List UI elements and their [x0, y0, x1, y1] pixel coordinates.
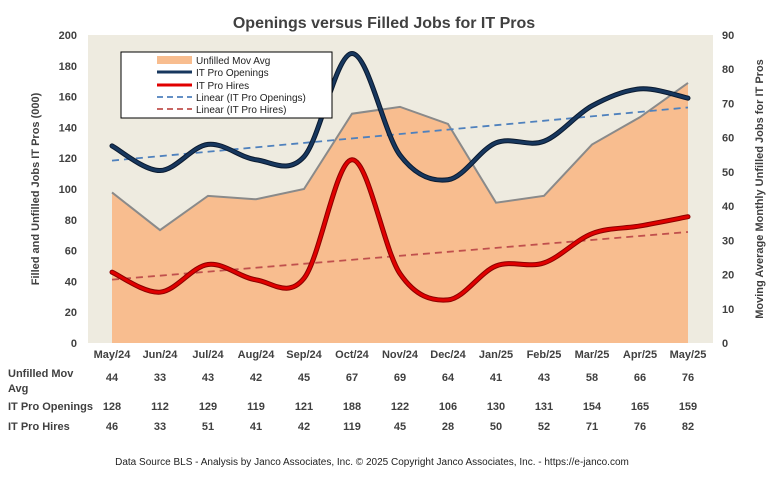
- table-cell-1-3: 119: [247, 401, 265, 413]
- table-cell-0-10: 58: [586, 372, 598, 384]
- y-left-tick-200: 200: [59, 30, 77, 42]
- table-cell-1-1: 112: [151, 401, 169, 413]
- table-cell-1-7: 106: [439, 401, 457, 413]
- y-right-tick-30: 30: [722, 235, 734, 247]
- x-tick-Jul-24: Jul/24: [192, 349, 224, 361]
- source-note: Data Source BLS - Analysis by Janco Asso…: [115, 457, 629, 468]
- legend-label-linear-openings: Linear (IT Pro Openings): [196, 93, 306, 104]
- table-cell-2-9: 52: [538, 421, 550, 433]
- table-cell-2-10: 71: [586, 421, 598, 433]
- y-left-tick-120: 120: [59, 153, 77, 165]
- table-cell-0-4: 45: [298, 372, 310, 384]
- table-cell-0-5: 67: [346, 372, 358, 384]
- x-tick-Mar-25: Mar/25: [575, 349, 610, 361]
- table-cell-0-9: 43: [538, 372, 550, 384]
- table-cell-1-2: 129: [199, 401, 217, 413]
- table-cell-0-12: 76: [682, 372, 694, 384]
- y-axis-left-label: Filled and Unfilled Jobs IT Pros (000): [30, 92, 42, 285]
- legend-label-hires: IT Pro Hires: [196, 81, 249, 92]
- table-cell-2-12: 82: [682, 421, 694, 433]
- y-axis-right-label: Moving Average Monthly Unfilled Jobs for…: [754, 59, 766, 319]
- x-tick-Jun-24: Jun/24: [143, 349, 179, 361]
- data-table: Unfilled Mov Avg 44 33 43 42 45 67 69 64 41 43 58 66 7…: [8, 368, 697, 433]
- table-cell-2-7: 28: [442, 421, 454, 433]
- y-right-tick-50: 50: [722, 167, 734, 179]
- y-right-tick-70: 70: [722, 98, 734, 110]
- table-cell-0-6: 69: [394, 372, 406, 384]
- legend-swatch-unfilled: [157, 56, 192, 64]
- y-left-tick-0: 0: [71, 338, 77, 350]
- line-hires: [110, 158, 690, 302]
- axis-layer: 0 20 40 60 80 100 120 140 160 180 200 0 10 20 30 40 50 60…: [59, 30, 735, 361]
- legend-label-linear-hires: Linear (IT Pro Hires): [196, 105, 286, 116]
- line-layer: [109, 50, 691, 303]
- chart-title: Openings versus Filled Jobs for IT Pros: [233, 15, 535, 32]
- table-cell-2-5: 119: [343, 421, 361, 433]
- legend-label-openings: IT Pro Openings: [196, 68, 269, 79]
- table-cell-0-3: 42: [250, 372, 262, 384]
- y-left-tick-140: 140: [59, 122, 77, 134]
- trendline-openings: [111, 106, 689, 162]
- x-tick-Nov-24: Nov/24: [382, 349, 419, 361]
- table-cell-1-11: 165: [631, 401, 649, 413]
- table-cell-1-12: 159: [679, 401, 697, 413]
- x-tick-May-24: May/24: [94, 349, 132, 361]
- table-row-label-0-0: Unfilled Mov: [8, 368, 74, 380]
- y-left-tick-40: 40: [65, 276, 77, 288]
- legend-box: [120, 51, 333, 119]
- table-cell-2-2: 51: [202, 421, 214, 433]
- table-cell-1-6: 122: [391, 401, 409, 413]
- x-tick-Sep-24: Sep/24: [286, 349, 322, 361]
- table-cell-0-1: 33: [154, 372, 166, 384]
- y-left-tick-20: 20: [65, 307, 77, 319]
- table-cell-0-2: 43: [202, 372, 214, 384]
- table-cell-0-7: 64: [442, 372, 455, 384]
- x-tick-Feb-25: Feb/25: [527, 349, 562, 361]
- x-tick-Oct-24: Oct/24: [335, 349, 370, 361]
- y-left-tick-100: 100: [59, 184, 77, 196]
- table-row-label-2: IT Pro Hires: [8, 421, 70, 433]
- table-cell-1-8: 130: [487, 401, 505, 413]
- trendline-hires: [111, 231, 689, 281]
- table-row-label-1: IT Pro Openings: [8, 401, 93, 413]
- table-cell-2-1: 33: [154, 421, 166, 433]
- x-tick-Jan-25: Jan/25: [479, 349, 513, 361]
- x-tick-Apr-25: Apr/25: [623, 349, 657, 361]
- y-right-tick-20: 20: [722, 270, 734, 282]
- table-cell-1-9: 131: [535, 401, 553, 413]
- table-cell-1-0: 128: [103, 401, 121, 413]
- y-right-tick-10: 10: [722, 304, 734, 316]
- x-tick-May-25: May/25: [670, 349, 707, 361]
- legend-label-unfilled: Unfilled Mov Avg: [196, 56, 270, 67]
- table-cell-2-8: 50: [490, 421, 502, 433]
- table-cell-0-11: 66: [634, 372, 646, 384]
- y-right-tick-0: 0: [722, 338, 728, 350]
- table-cell-1-10: 154: [583, 401, 602, 413]
- table-cell-0-0: 44: [106, 372, 119, 384]
- table-row-label-0-1: Avg: [8, 383, 28, 395]
- area-unfilled-edge: [111, 82, 689, 232]
- trend-layer: [111, 106, 689, 281]
- legend: Unfilled Mov Avg IT Pro Openings IT Pro …: [120, 51, 333, 119]
- table-cell-2-3: 41: [250, 421, 262, 433]
- y-left-tick-80: 80: [65, 215, 77, 227]
- table-cell-2-6: 45: [394, 421, 406, 433]
- x-tick-Aug-24: Aug/24: [238, 349, 276, 361]
- y-right-tick-40: 40: [722, 201, 734, 213]
- y-left-tick-160: 160: [59, 92, 77, 104]
- table-cell-1-4: 121: [295, 401, 313, 413]
- table-cell-2-4: 42: [298, 421, 310, 433]
- table-cell-2-11: 76: [634, 421, 646, 433]
- y-right-tick-60: 60: [722, 133, 734, 145]
- y-left-tick-60: 60: [65, 246, 77, 258]
- y-right-tick-80: 80: [722, 64, 734, 76]
- y-right-tick-90: 90: [722, 30, 734, 42]
- y-left-tick-180: 180: [59, 61, 77, 73]
- line-openings: [110, 51, 690, 182]
- x-tick-Dec-24: Dec/24: [430, 349, 466, 361]
- table-cell-0-8: 41: [490, 372, 502, 384]
- table-cell-1-5: 188: [343, 401, 361, 413]
- table-cell-2-0: 46: [106, 421, 118, 433]
